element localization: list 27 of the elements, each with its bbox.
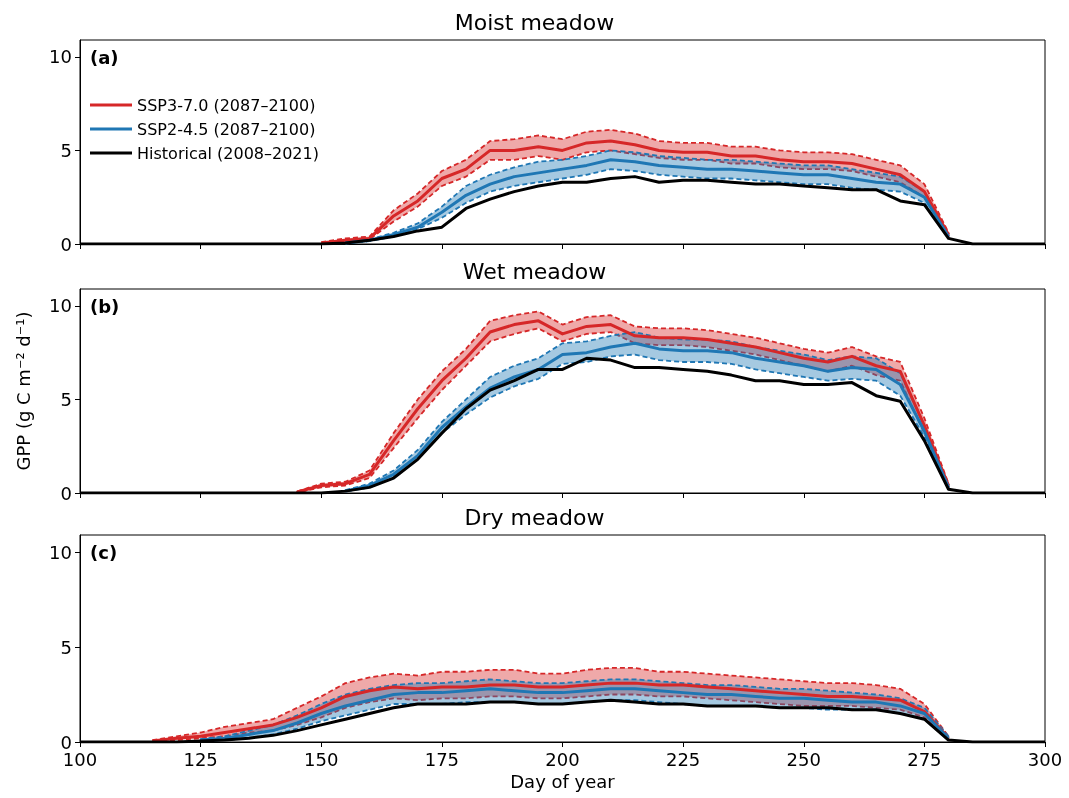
x-tick-label: 150 [304, 748, 339, 770]
y-tick-label: 10 [49, 295, 72, 317]
x-axis-title: Day of year [510, 771, 616, 793]
x-tick-label: 125 [183, 748, 218, 770]
legend-label: SSP3-7.0 (2087–2100) [137, 95, 316, 115]
x-tick-label: 200 [545, 748, 580, 770]
y-tick-label: 10 [49, 46, 72, 68]
y-tick-label: 0 [60, 233, 72, 255]
legend-label: SSP2-4.5 (2087–2100) [137, 119, 316, 139]
legend-label: Historical (2008–2021) [137, 143, 319, 163]
chart-title: Moist meadow [454, 9, 615, 35]
chart-title: Dry meadow [464, 504, 605, 530]
y-tick-label: 5 [60, 636, 72, 658]
y-tick-label: 10 [49, 541, 72, 563]
x-tick-label: 225 [665, 748, 701, 770]
annotation: (c) [90, 541, 118, 563]
x-tick-label: 250 [786, 748, 821, 770]
y-axis-title: GPP (g C m⁻² d⁻¹) [12, 311, 34, 471]
annotation: (a) [90, 46, 119, 68]
x-tick-label: 300 [1027, 748, 1063, 770]
x-tick-label: 175 [424, 748, 460, 770]
x-tick-label: 275 [907, 748, 942, 770]
y-tick-label: 5 [60, 388, 72, 410]
chart-title: Wet meadow [462, 258, 607, 284]
y-tick-label: 5 [60, 139, 72, 161]
y-tick-label: 0 [60, 482, 72, 504]
annotation: (b) [90, 295, 120, 317]
